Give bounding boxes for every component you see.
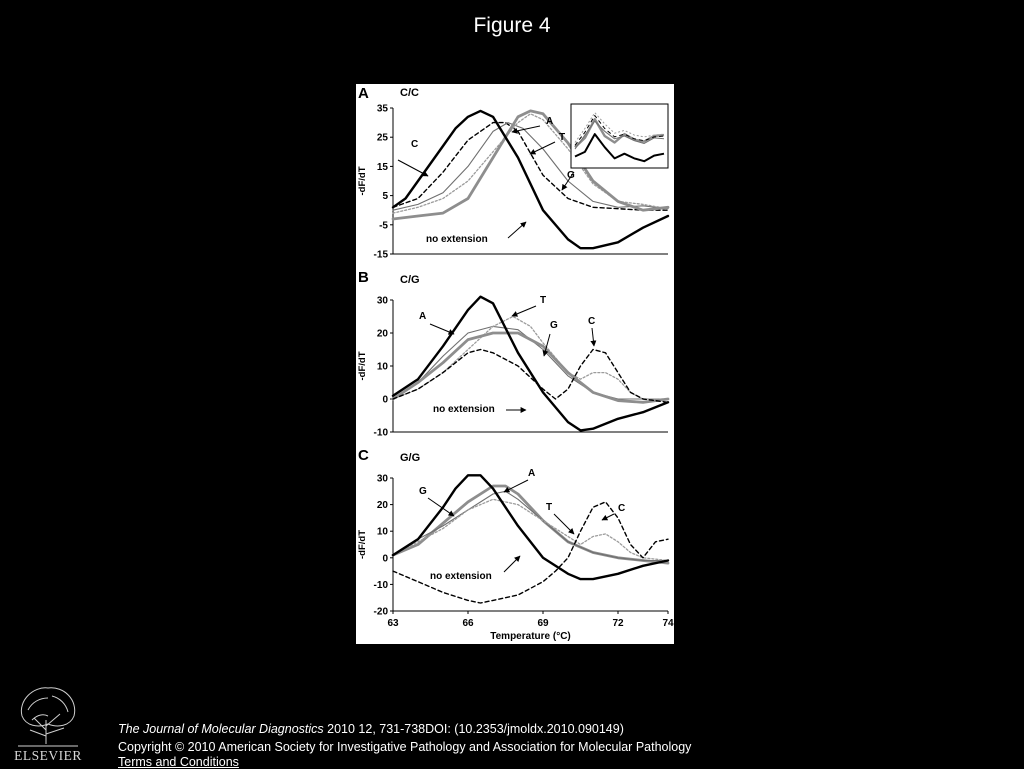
logo-background: [8, 680, 88, 766]
y-tick-label: 25: [377, 133, 389, 144]
genotype-label-c: G/G: [400, 452, 420, 464]
annotation-a: A: [419, 311, 426, 322]
annotation-arrow-g: [561, 171, 575, 191]
inset-series-a-line: [574, 120, 665, 150]
y-tick-label: 20: [377, 329, 389, 340]
x-tick-label: 74: [662, 618, 674, 629]
annotation-arrow-a: [429, 323, 455, 335]
y-tick-label: -5: [379, 220, 388, 231]
annotation-arrow-no-extension: [503, 555, 521, 573]
x-tick-label: 69: [537, 618, 549, 629]
annotation-c: C: [618, 503, 625, 514]
annotation-arrow-t: [511, 305, 537, 317]
elsevier-logo: ELSEVIER: [8, 680, 88, 766]
copyright-text: Copyright © 2010 American Society for In…: [118, 740, 692, 754]
series-g-line-c: [391, 484, 670, 565]
journal-name: The Journal of Molecular Diagnostics: [118, 722, 324, 736]
x-axis-label: Temperature (°C): [490, 631, 571, 642]
x-tick-label: 72: [612, 618, 624, 629]
series-c-line-a: [392, 121, 669, 211]
series-c-line-c: [392, 501, 669, 604]
citation-line: The Journal of Molecular Diagnostics 201…: [118, 722, 624, 736]
annotation-g: G: [419, 486, 427, 497]
slide-title: Figure 4: [473, 14, 551, 37]
annotation-g: G: [567, 170, 575, 181]
series-no-extension-line-c: [391, 474, 670, 581]
y-tick-label: 30: [377, 296, 389, 307]
logo-wordmark: ELSEVIER: [14, 748, 82, 763]
annotation-arrow-t: [553, 513, 575, 535]
panel-c: C G/G 30 20 10 0 -10 -20 -dF/dT 63 66 69 72 74 Tempera…: [357, 447, 674, 642]
panel-letter-a: A: [358, 85, 369, 102]
series-no-extension-line-a: [391, 109, 670, 250]
annotation-no-extension: no extension: [426, 234, 488, 245]
y-tick-label: 0: [382, 553, 388, 564]
annotation-g: G: [550, 320, 558, 331]
annotation-no-extension: no extension: [433, 404, 495, 415]
series-c-line-b: [392, 348, 669, 403]
y-axis-label: -dF/dT: [357, 166, 368, 195]
annotation-t: T: [559, 132, 565, 143]
annotation-arrow-c: [590, 327, 597, 347]
series-no-extension-line-b: [391, 295, 670, 432]
y-axis-label: -dF/dT: [357, 530, 368, 559]
y-tick-label: -15: [374, 250, 389, 261]
inset-series-t-line: [574, 112, 665, 143]
annotation-arrow-g: [542, 333, 551, 357]
inset-plot: [570, 103, 669, 169]
y-tick-label: 10: [377, 527, 389, 538]
y-tick-label: -10: [374, 580, 389, 591]
series-a-line-a: [392, 122, 669, 211]
panel-letter-b: B: [358, 269, 369, 286]
y-axis-label: -dF/dT: [357, 351, 368, 380]
annotation-arrow-a: [511, 125, 541, 134]
y-tick-label: 20: [377, 500, 389, 511]
series-t-line-c: [392, 498, 669, 562]
panel-letter-c: C: [358, 447, 369, 464]
annotation-arrow-c: [397, 159, 429, 177]
x-tick-label: 63: [387, 618, 399, 629]
series-g-line-b: [391, 331, 670, 404]
series-g-line-a: [391, 109, 670, 221]
panel-b: B C/G 30 20 10 0 -10 -dF/dT A T G Cno extension: [357, 269, 670, 439]
genotype-label-a: C/C: [400, 87, 419, 99]
annotation-no-extension: no extension: [430, 571, 492, 582]
annotation-c: C: [411, 139, 418, 150]
inset-series-c-line: [574, 115, 665, 146]
y-tick-label: -20: [374, 607, 389, 618]
inset-series-no-extension-line: [574, 133, 665, 163]
terms-link[interactable]: Terms and Conditions: [118, 755, 239, 769]
annotation-c: C: [588, 316, 595, 327]
y-tick-label: 10: [377, 362, 389, 373]
annotation-arrow-g: [427, 497, 455, 517]
annotation-arrow-a: [503, 479, 529, 493]
annotation-a: A: [546, 116, 553, 127]
annotation-t: T: [546, 502, 552, 513]
y-tick-label: 30: [377, 474, 389, 485]
annotation-t: T: [540, 295, 546, 306]
y-tick-label: 15: [377, 162, 389, 173]
series-a-line-c: [392, 490, 669, 562]
y-tick-label: 35: [377, 104, 389, 115]
x-tick-label: 66: [462, 618, 474, 629]
citation-details: 2010 12, 731-738DOI: (10.2353/jmoldx.201…: [323, 722, 624, 736]
y-tick-label: 0: [382, 395, 388, 406]
annotation-arrow-no-extension: [507, 221, 527, 239]
annotation-arrow-c: [601, 513, 615, 521]
annotation-a: A: [528, 468, 535, 479]
logo-tree-icon: [18, 687, 78, 747]
genotype-label-b: C/G: [400, 274, 420, 286]
annotation-arrow-t: [529, 141, 556, 155]
y-tick-label: 5: [382, 191, 388, 202]
y-tick-label: -10: [374, 428, 389, 439]
